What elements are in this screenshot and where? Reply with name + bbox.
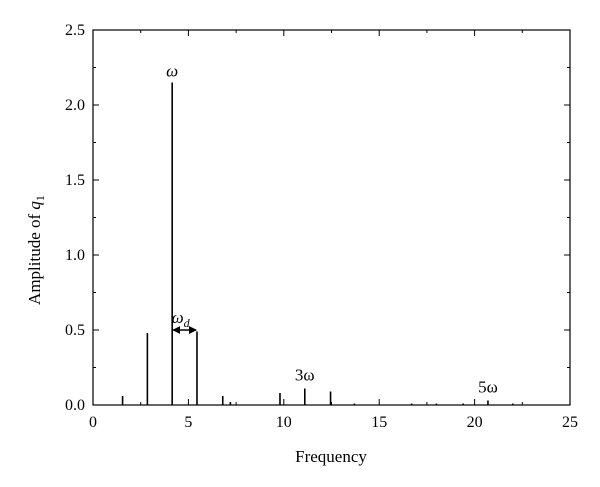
plot-frame-border <box>92 29 571 406</box>
omega-d-subscript: d <box>184 316 191 330</box>
five-omega-label: 5ω <box>478 378 498 397</box>
y-tick-label: 1.5 <box>65 172 85 189</box>
axis-ticks: 0 5 10 15 20 25 0.0 0.5 1.0 1.5 2.0 2.5 <box>65 22 578 431</box>
y-tick-label: 1.0 <box>65 247 85 264</box>
plot-area <box>92 29 571 406</box>
x-tick-label: 5 <box>184 414 192 431</box>
spectrum-spikes <box>121 82 514 405</box>
y-axis-title: Amplitude of q1 <box>25 195 47 305</box>
y-tick-label: 0.0 <box>65 397 85 414</box>
y-tick-label: 2.5 <box>65 22 85 39</box>
three-omega-label: 3ω <box>295 366 315 385</box>
x-tick-label: 25 <box>562 414 578 431</box>
x-tick-label: 20 <box>467 414 483 431</box>
y-tick-label: 2.0 <box>65 97 85 114</box>
x-tick-label: 15 <box>371 414 387 431</box>
omega-d-label: ωd <box>172 308 191 330</box>
x-tick-label: 10 <box>276 414 292 431</box>
y-tick-label: 0.5 <box>65 322 85 339</box>
omega-d-symbol: ω <box>172 308 184 327</box>
y-axis-title-subscript: 1 <box>33 195 47 201</box>
y-axis-title-variable: q <box>25 201 44 210</box>
y-axis-title-prefix: Amplitude of <box>25 210 44 305</box>
x-tick-label: 0 <box>89 414 97 431</box>
x-axis-title: Frequency <box>295 447 367 466</box>
omega-label: ω <box>166 62 178 81</box>
